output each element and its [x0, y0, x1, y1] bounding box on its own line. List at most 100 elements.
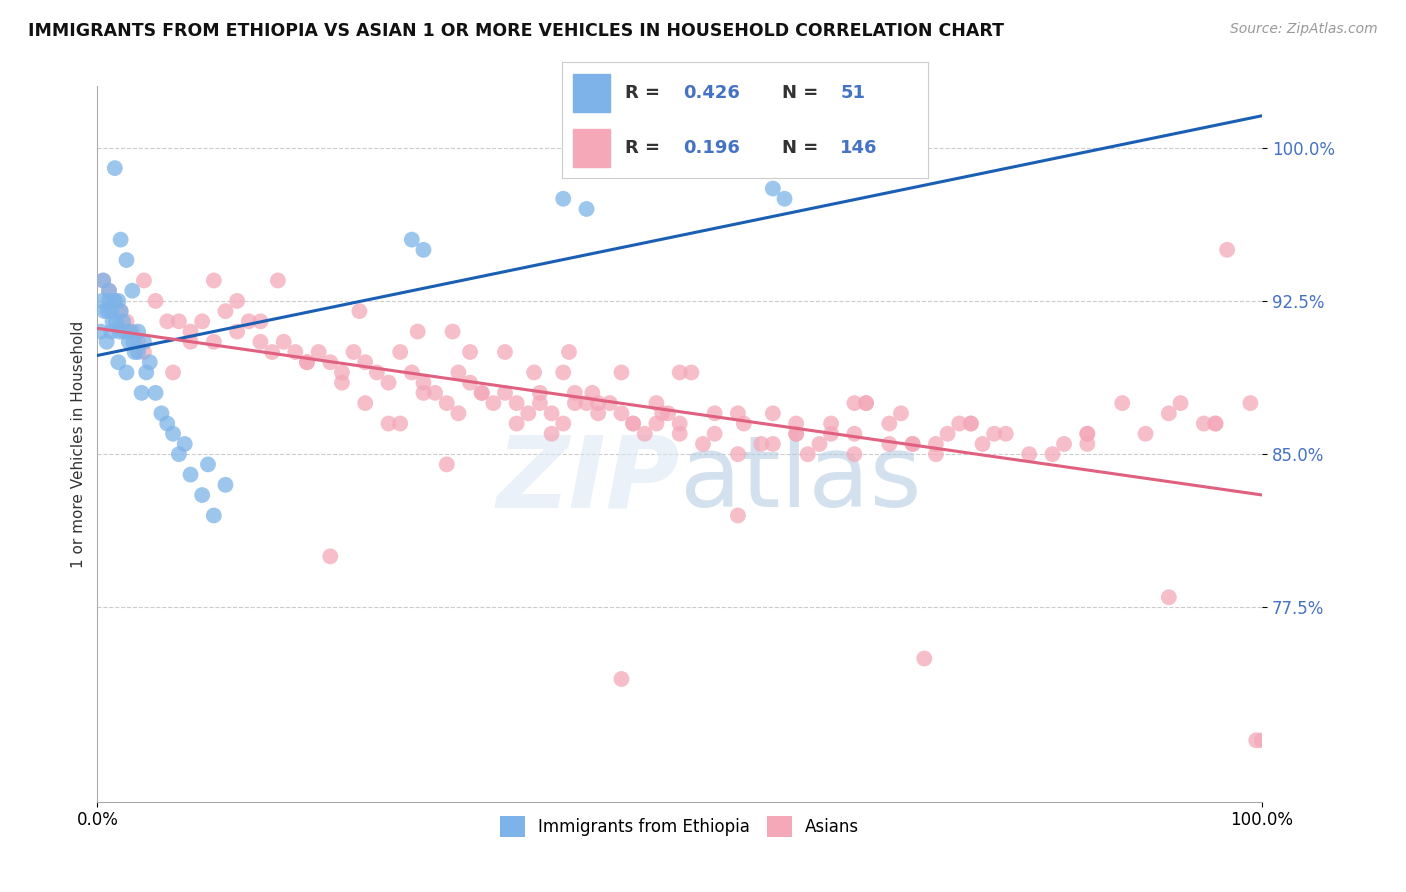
Point [115, 314, 138, 328]
Point [202, 508, 225, 523]
Point [553, 192, 575, 206]
Point [93, 304, 115, 318]
Point [553, 366, 575, 380]
Point [104, 314, 127, 328]
Point [785, 426, 807, 441]
Point [785, 417, 807, 431]
Point [1157, 406, 1180, 420]
Point [173, 437, 195, 451]
Point [100, 325, 122, 339]
Point [115, 253, 138, 268]
Point [412, 243, 434, 257]
Point [494, 385, 516, 400]
Point [377, 376, 399, 390]
Point [91, 273, 114, 287]
Point [132, 273, 155, 287]
Point [645, 396, 668, 410]
Point [727, 406, 749, 420]
Point [330, 366, 353, 380]
Point [553, 417, 575, 431]
Point [441, 325, 464, 339]
Point [96, 334, 118, 349]
Bar [574, 128, 610, 167]
Point [972, 437, 994, 451]
Point [354, 396, 377, 410]
Point [111, 314, 134, 328]
Point [98, 284, 121, 298]
Point [586, 396, 609, 410]
Point [238, 314, 260, 328]
Point [458, 376, 481, 390]
Point [97, 304, 120, 318]
Y-axis label: 1 or more Vehicles in Household: 1 or more Vehicles in Household [72, 320, 86, 567]
Point [1076, 437, 1098, 451]
Point [118, 334, 141, 349]
Point [1216, 243, 1239, 257]
Point [749, 437, 772, 451]
Point [1170, 396, 1192, 410]
Point [681, 366, 703, 380]
Point [162, 426, 184, 441]
Point [960, 417, 983, 431]
Point [1157, 591, 1180, 605]
Point [132, 334, 155, 349]
Point [855, 396, 877, 410]
Point [401, 233, 423, 247]
Point [901, 437, 924, 451]
Bar [574, 74, 610, 112]
Point [610, 366, 633, 380]
Point [494, 345, 516, 359]
Point [517, 406, 540, 420]
Point [879, 437, 901, 451]
Point [135, 366, 157, 380]
Point [110, 304, 132, 318]
Point [447, 366, 470, 380]
Point [820, 426, 842, 441]
Point [564, 385, 586, 400]
Text: 51: 51 [841, 84, 865, 103]
Text: N =: N = [782, 84, 824, 103]
Point [308, 345, 330, 359]
Point [180, 467, 202, 482]
Point [1076, 426, 1098, 441]
Text: 0.196: 0.196 [683, 138, 740, 157]
Point [586, 406, 609, 420]
Point [1018, 447, 1040, 461]
Point [436, 396, 458, 410]
Point [107, 293, 129, 308]
Point [1204, 417, 1226, 431]
Point [575, 396, 598, 410]
Point [610, 406, 633, 420]
Point [145, 385, 167, 400]
Point [482, 396, 505, 410]
Point [145, 293, 167, 308]
Point [98, 293, 121, 308]
Point [156, 417, 179, 431]
Legend: Immigrants from Ethiopia, Asians: Immigrants from Ethiopia, Asians [494, 810, 866, 843]
Point [127, 345, 149, 359]
Point [1135, 426, 1157, 441]
Point [844, 396, 866, 410]
Text: N =: N = [782, 138, 824, 157]
Point [389, 417, 412, 431]
Point [785, 426, 807, 441]
Point [447, 406, 470, 420]
Point [191, 314, 214, 328]
Point [167, 447, 190, 461]
Point [808, 437, 831, 451]
Point [226, 325, 249, 339]
Point [180, 325, 202, 339]
Point [127, 334, 149, 349]
Point [319, 355, 342, 369]
Point [412, 376, 434, 390]
Point [377, 417, 399, 431]
Point [108, 325, 131, 339]
Point [191, 488, 214, 502]
Point [115, 366, 138, 380]
Point [529, 396, 551, 410]
Point [100, 304, 122, 318]
Point [727, 447, 749, 461]
Point [529, 385, 551, 400]
Point [202, 334, 225, 349]
Text: 0.426: 0.426 [683, 84, 740, 103]
